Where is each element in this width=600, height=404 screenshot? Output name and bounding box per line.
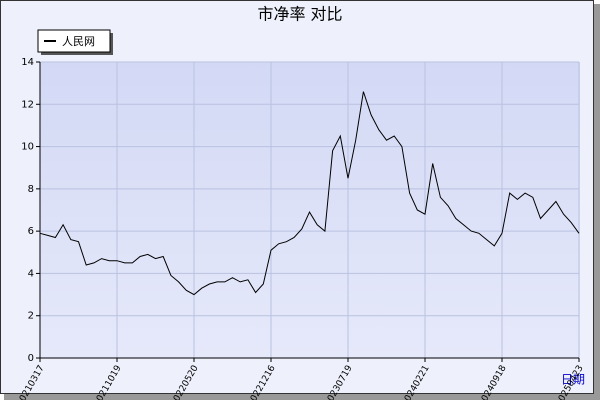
y-tick-label: 2: [28, 311, 34, 322]
shadow: [4, 394, 600, 400]
x-axis-label: 日期: [561, 373, 585, 387]
chart-title: 市净率 对比: [257, 5, 342, 24]
y-tick-label: 0: [28, 353, 34, 364]
y-tick-label: 6: [28, 226, 34, 237]
y-tick-label: 8: [28, 184, 34, 195]
y-tick-label: 4: [28, 268, 34, 279]
y-tick-label: 14: [21, 57, 34, 68]
y-tick-label: 10: [21, 142, 34, 153]
y-tick-label: 12: [21, 99, 34, 110]
plot-area: [40, 62, 580, 358]
shadow: [594, 4, 600, 400]
legend-label: 人民网: [62, 35, 95, 48]
legend: [37, 29, 111, 53]
series-line: [39, 91, 580, 296]
